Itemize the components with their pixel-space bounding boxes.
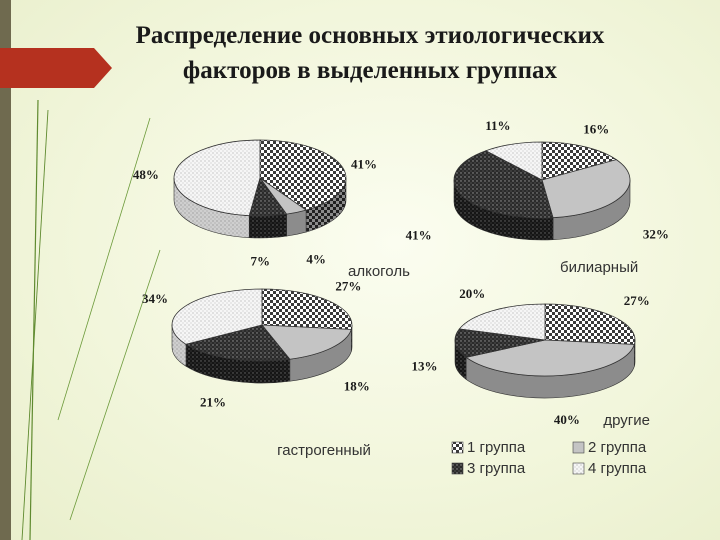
- slice-value-label: 40%: [554, 412, 580, 427]
- accent-arrow-shape: [0, 48, 112, 88]
- pie-chart-name: билиарный: [560, 259, 638, 276]
- slice-value-label: 16%: [583, 121, 609, 136]
- slice-value-label: 11%: [485, 118, 510, 133]
- legend-swatch: [451, 441, 464, 454]
- legend-entry-label: 2 группа: [588, 439, 647, 456]
- pie-chart-name: другие: [603, 412, 650, 429]
- left-stripe: [0, 0, 11, 540]
- pie-chart-1: 41% 4% 7% 48% алкоголь: [133, 139, 410, 280]
- legend-entry-label: 3 группа: [467, 460, 526, 477]
- slice-value-label: 41%: [406, 227, 432, 242]
- legend-entry-label: 4 группа: [588, 460, 647, 477]
- slice-value-label: 20%: [459, 286, 485, 301]
- pie-chart-name: алкоголь: [348, 263, 410, 280]
- pie-slice-4-группа: [173, 139, 261, 217]
- slide-title: Распределение основных этиологических фа…: [60, 18, 680, 88]
- pie-slice-1-группа: [544, 303, 636, 345]
- pie-chart-2: 16% 32% 41% 11% билиарный: [406, 118, 669, 276]
- pie-side-3-группа: [248, 213, 287, 239]
- slice-value-label: 21%: [200, 394, 226, 409]
- legend-entry-label: 1 группа: [467, 439, 526, 456]
- slide-title-line1: Распределение основных этиологических: [135, 22, 605, 49]
- slice-value-label: 32%: [643, 227, 669, 242]
- slice-value-label: 4%: [306, 251, 326, 266]
- slice-value-label: 18%: [344, 378, 370, 393]
- slide-title-line2: факторов в выделенных группах: [182, 57, 558, 84]
- pie-slice-4-группа: [171, 288, 263, 345]
- pie-slice-4-группа: [484, 141, 543, 181]
- pie-slice-4-группа: [458, 303, 546, 341]
- slice-value-label: 13%: [412, 358, 438, 373]
- pie-chart-3: 27% 18% 21% 34% гастрогенный: [142, 279, 371, 459]
- slice-value-label: 48%: [133, 167, 159, 182]
- slice-value-label: 27%: [335, 279, 361, 294]
- pie-slice-3-группа: [454, 328, 546, 358]
- pie-slice-1-группа: [541, 141, 618, 181]
- pie-slice-2-группа: [465, 339, 635, 377]
- slice-value-label: 41%: [351, 157, 377, 172]
- slice-value-label: 7%: [250, 254, 270, 269]
- slice-value-label: 34%: [142, 291, 168, 306]
- slice-value-label: 27%: [624, 293, 650, 308]
- pie-slice-3-группа: [453, 150, 554, 219]
- pie-slice-1-группа: [261, 288, 353, 330]
- pie-slice-2-группа: [261, 324, 352, 360]
- chart-legend: 1 группа 2 группа 3 группа 4 группа: [451, 439, 647, 477]
- pie-slice-2-группа: [541, 159, 631, 219]
- legend-swatch: [451, 462, 464, 475]
- legend-swatch: [572, 462, 585, 475]
- pie-chart-name: гастрогенный: [277, 442, 371, 459]
- pie-slice-3-группа: [185, 324, 291, 362]
- legend-swatch: [572, 441, 585, 454]
- pie-chart-4: 27% 40% 13% 20% другие: [412, 286, 650, 429]
